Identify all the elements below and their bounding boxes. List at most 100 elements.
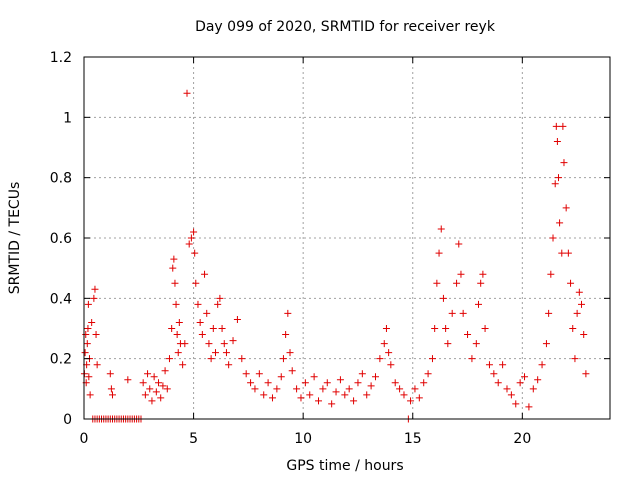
data-point xyxy=(187,234,195,242)
data-point xyxy=(556,219,564,227)
data-point xyxy=(207,355,215,363)
data-point xyxy=(411,385,419,393)
data-point xyxy=(525,403,533,411)
data-point xyxy=(306,391,314,399)
data-point xyxy=(209,325,217,332)
data-point xyxy=(171,279,179,287)
data-point xyxy=(251,385,259,393)
data-point xyxy=(260,391,268,399)
data-point xyxy=(229,337,237,345)
data-point xyxy=(477,279,485,287)
x-tick-label: 20 xyxy=(513,431,531,447)
data-point xyxy=(92,331,100,339)
data-point xyxy=(247,379,255,387)
data-point xyxy=(437,225,445,233)
data-point xyxy=(400,391,408,399)
data-point xyxy=(168,325,176,332)
data-point xyxy=(552,122,560,130)
data-point xyxy=(499,361,507,369)
data-point xyxy=(273,385,281,393)
data-point xyxy=(323,379,331,387)
data-point xyxy=(181,340,189,348)
data-point xyxy=(457,270,465,278)
data-point xyxy=(264,379,272,387)
data-point xyxy=(214,300,222,308)
data-point xyxy=(277,373,285,381)
data-point xyxy=(534,376,542,384)
data-point xyxy=(159,382,167,390)
x-tick-label: 0 xyxy=(80,431,89,447)
data-point xyxy=(424,370,432,378)
data-point xyxy=(569,325,577,332)
grid xyxy=(84,57,610,419)
data-point xyxy=(91,285,99,293)
y-axis-label: SRMTID / TECUs xyxy=(7,182,23,295)
data-point xyxy=(170,255,178,263)
data-point xyxy=(571,355,579,363)
data-point xyxy=(529,385,537,393)
data-point xyxy=(542,340,550,348)
data-point xyxy=(286,349,294,357)
data-point xyxy=(350,397,358,405)
data-point xyxy=(558,249,566,257)
data-point xyxy=(387,361,395,369)
data-point xyxy=(173,331,181,339)
data-series-srmtid xyxy=(80,89,590,423)
data-point xyxy=(354,379,362,387)
data-point xyxy=(516,379,524,387)
data-point xyxy=(455,240,463,248)
data-point xyxy=(521,373,529,381)
data-point xyxy=(174,349,182,357)
data-point xyxy=(107,385,115,393)
data-point xyxy=(233,315,241,323)
data-point xyxy=(169,264,177,272)
data-point xyxy=(376,355,384,363)
axis-ticks: 0 5 10 15 20 0 0.2 0.4 0.6 0.8 1 1.2 xyxy=(50,50,610,447)
data-point xyxy=(84,325,92,332)
data-point xyxy=(191,249,199,257)
data-point xyxy=(293,385,301,393)
data-point xyxy=(503,385,511,393)
data-point xyxy=(86,391,94,399)
data-point xyxy=(363,391,371,399)
data-point xyxy=(93,361,101,369)
data-point xyxy=(433,279,441,287)
data-point xyxy=(310,373,318,381)
data-point xyxy=(341,391,349,399)
data-point xyxy=(201,270,209,278)
data-point xyxy=(288,367,296,375)
data-point xyxy=(157,394,165,402)
data-point xyxy=(146,385,154,393)
data-point xyxy=(242,370,250,378)
y-tick-label: 1.2 xyxy=(50,50,72,66)
x-tick-label: 15 xyxy=(404,431,422,447)
data-point xyxy=(415,394,423,402)
data-point xyxy=(371,373,379,381)
data-point xyxy=(106,370,114,378)
data-point xyxy=(81,349,89,357)
data-point xyxy=(545,309,553,317)
data-point xyxy=(212,349,219,357)
data-point xyxy=(90,294,98,302)
data-point xyxy=(220,340,228,348)
data-point xyxy=(459,309,467,317)
data-point xyxy=(494,379,502,387)
data-point xyxy=(507,391,515,399)
data-point xyxy=(85,373,93,381)
data-point xyxy=(155,379,163,387)
data-point xyxy=(553,137,561,145)
data-point xyxy=(255,370,263,378)
data-point xyxy=(179,361,187,369)
x-axis-label: GPS time / hours xyxy=(286,458,403,474)
data-point xyxy=(183,89,191,97)
data-point xyxy=(549,234,557,242)
data-point xyxy=(82,331,90,339)
y-tick-label: 0.4 xyxy=(50,291,72,307)
data-point xyxy=(198,331,206,339)
data-point xyxy=(578,300,586,308)
data-point xyxy=(284,309,292,317)
data-point xyxy=(567,279,575,287)
y-tick-label: 0.8 xyxy=(50,171,72,187)
data-point xyxy=(175,318,183,326)
